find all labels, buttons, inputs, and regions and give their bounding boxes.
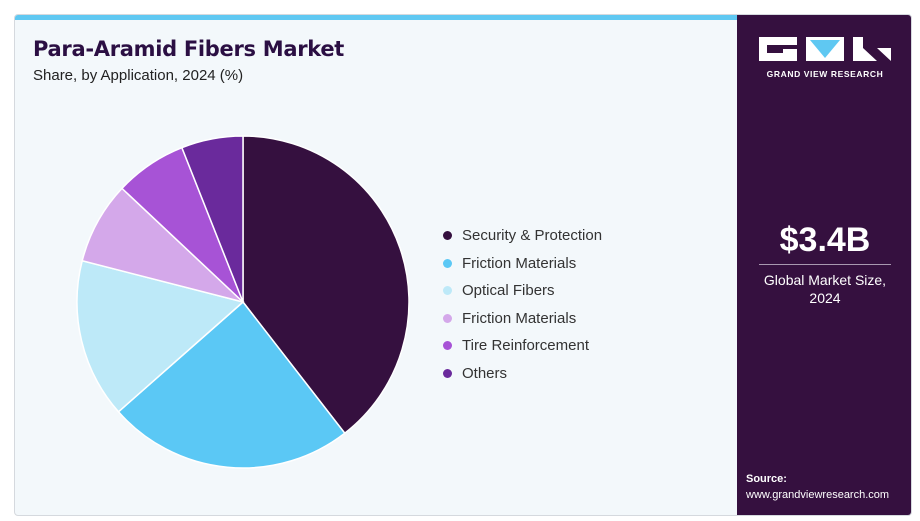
chart-card: Para-Aramid Fibers Market Share, by Appl…: [14, 14, 912, 516]
legend-swatch: [443, 313, 452, 323]
legend-item: Friction Materials: [443, 305, 602, 333]
pie-slice-0: [242, 135, 410, 435]
legend-label: Others: [462, 364, 508, 382]
market-size-label: Global Market Size, 2024: [737, 271, 911, 307]
brand-name: GRAND VIEW RESEARCH: [766, 69, 884, 79]
summary-panel: GRAND VIEW RESEARCH $3.4B Global Market …: [737, 15, 911, 515]
pie-slice-5: [180, 135, 244, 303]
chart-legend: Security & Protection Friction Materials O…: [443, 222, 602, 387]
source-label: Source:: [746, 473, 787, 485]
pie-slice-1: [117, 300, 346, 469]
legend-label: Tire Reinforcement: [462, 337, 589, 355]
legend-label: Security & Protection: [462, 227, 603, 245]
market-size-label-line1: Global Market Size,: [763, 272, 887, 288]
grand-view-research-logo: GRAND VIEW RESEARCH: [759, 37, 891, 79]
market-size-value: $3.4B: [779, 221, 871, 259]
legend-swatch: [443, 286, 452, 296]
legend-label: Optical Fibers: [462, 282, 555, 300]
divider: [759, 264, 891, 265]
legend-label: Friction Materials: [462, 309, 577, 327]
legend-label: Friction Materials: [462, 254, 577, 272]
legend-swatch: [443, 341, 452, 351]
source-link[interactable]: www.grandviewresearch.com: [746, 489, 890, 501]
legend-item: Others: [443, 360, 602, 388]
legend-item: Security & Protection: [443, 222, 602, 250]
gvr-logo-icon: [759, 37, 891, 61]
pie-chart: [76, 135, 410, 469]
legend-swatch: [443, 258, 452, 268]
legend-item: Friction Materials: [443, 250, 602, 278]
chart-title: Para-Aramid Fibers Market: [33, 37, 345, 61]
legend-swatch: [443, 368, 452, 378]
legend-item: Optical Fibers: [443, 277, 602, 305]
pie-slice-2: [76, 259, 245, 413]
accent-bar: [15, 15, 737, 20]
chart-subtitle: Share, by Application, 2024 (%): [33, 67, 244, 84]
legend-item: Tire Reinforcement: [443, 332, 602, 360]
legend-swatch: [443, 231, 452, 241]
market-size-label-line2: 2024: [809, 290, 841, 306]
